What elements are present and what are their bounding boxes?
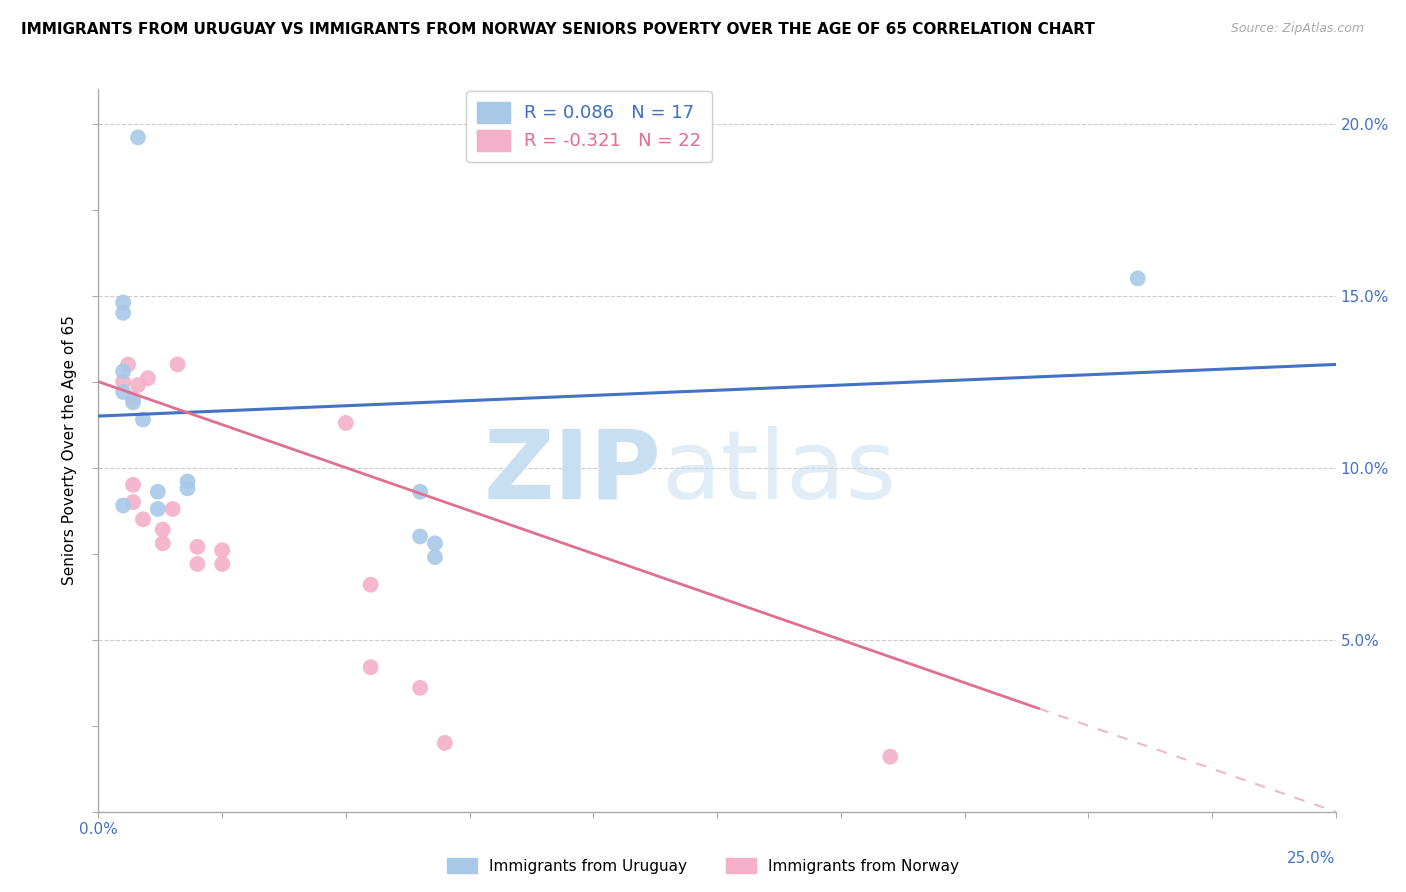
Point bbox=[117, 358, 139, 372]
Point bbox=[409, 681, 432, 695]
Point bbox=[112, 384, 135, 399]
Point bbox=[112, 306, 135, 320]
Text: 25.0%: 25.0% bbox=[1288, 852, 1336, 866]
Point bbox=[122, 478, 145, 492]
Point bbox=[112, 295, 135, 310]
Point bbox=[162, 502, 184, 516]
Point bbox=[186, 557, 208, 571]
Point bbox=[211, 557, 233, 571]
Point bbox=[360, 660, 382, 674]
Point bbox=[146, 502, 169, 516]
Point bbox=[176, 475, 198, 489]
Point bbox=[152, 523, 174, 537]
Point bbox=[132, 412, 155, 426]
Point bbox=[433, 736, 456, 750]
Text: Source: ZipAtlas.com: Source: ZipAtlas.com bbox=[1230, 22, 1364, 36]
Text: atlas: atlas bbox=[661, 425, 897, 518]
Legend: Immigrants from Uruguay, Immigrants from Norway: Immigrants from Uruguay, Immigrants from… bbox=[440, 852, 966, 880]
Point bbox=[360, 577, 382, 591]
Point bbox=[132, 512, 155, 526]
Point bbox=[127, 378, 149, 392]
Point bbox=[152, 536, 174, 550]
Point bbox=[423, 536, 446, 550]
Point bbox=[409, 529, 432, 543]
Point bbox=[423, 550, 446, 565]
Point bbox=[879, 749, 901, 764]
Legend: R = 0.086   N = 17, R = -0.321   N = 22: R = 0.086 N = 17, R = -0.321 N = 22 bbox=[467, 91, 711, 161]
Point bbox=[112, 375, 135, 389]
Point bbox=[122, 392, 145, 406]
Point bbox=[127, 130, 149, 145]
Point bbox=[112, 364, 135, 378]
Y-axis label: Seniors Poverty Over the Age of 65: Seniors Poverty Over the Age of 65 bbox=[62, 316, 77, 585]
Point bbox=[136, 371, 159, 385]
Text: IMMIGRANTS FROM URUGUAY VS IMMIGRANTS FROM NORWAY SENIORS POVERTY OVER THE AGE O: IMMIGRANTS FROM URUGUAY VS IMMIGRANTS FR… bbox=[21, 22, 1095, 37]
Point bbox=[409, 484, 432, 499]
Point bbox=[1126, 271, 1149, 285]
Point bbox=[112, 499, 135, 513]
Point bbox=[122, 495, 145, 509]
Point bbox=[186, 540, 208, 554]
Point bbox=[146, 484, 169, 499]
Text: ZIP: ZIP bbox=[484, 425, 661, 518]
Point bbox=[176, 481, 198, 495]
Point bbox=[335, 416, 357, 430]
Point bbox=[166, 358, 188, 372]
Point bbox=[211, 543, 233, 558]
Point bbox=[122, 395, 145, 409]
